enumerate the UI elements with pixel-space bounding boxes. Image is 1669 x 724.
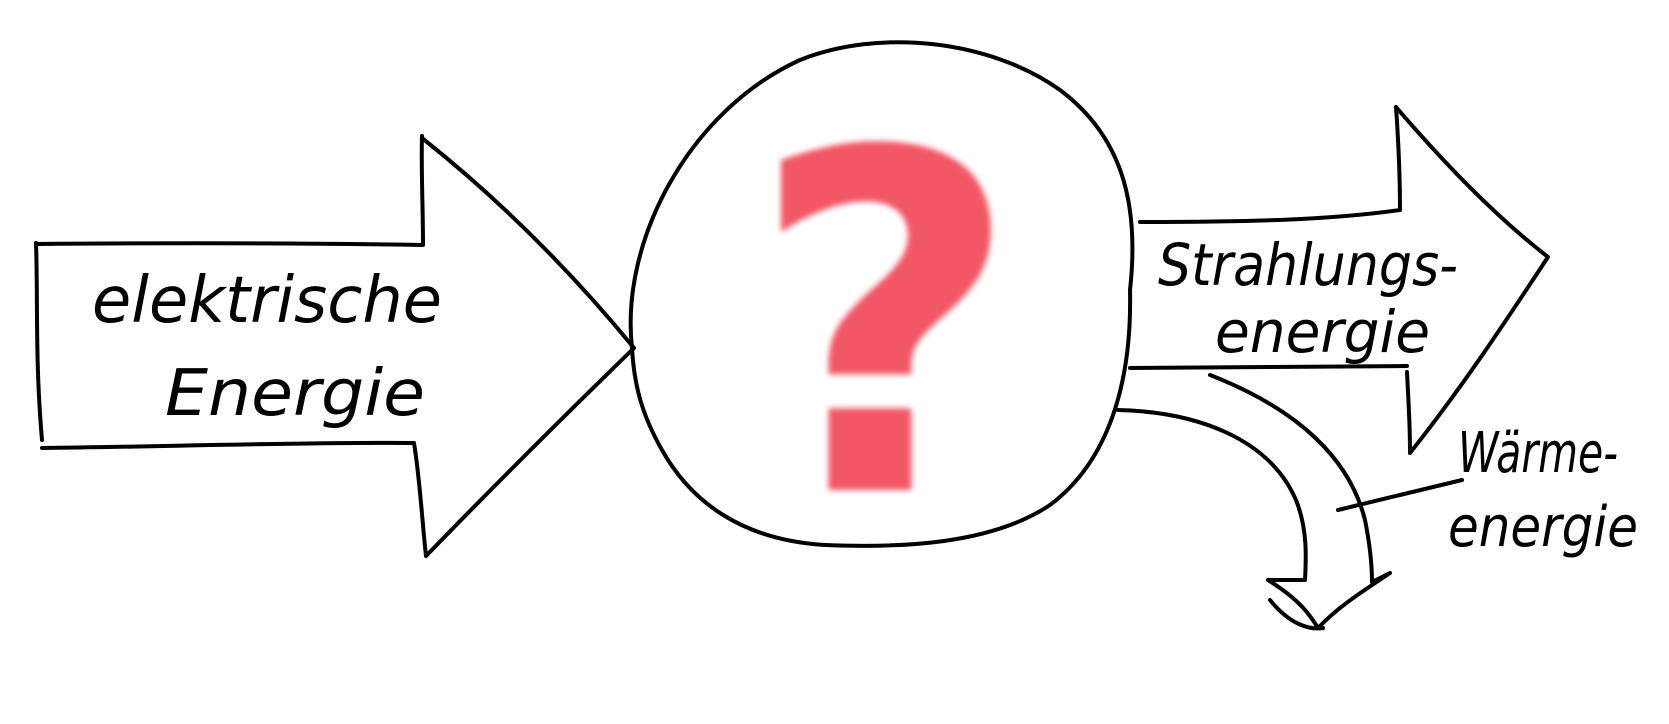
radiation-arrow: Strahlungs- energie (1128, 105, 1550, 455)
converter-circle: ? (628, 40, 1135, 601)
heat-arrow: Wärme- energie (1116, 373, 1638, 631)
circle-outline (628, 40, 1135, 548)
heat-label-line1: Wärme- (1458, 421, 1618, 486)
radiation-label-line2: energie (1215, 298, 1430, 366)
radiation-label-line1: Strahlungs- (1158, 231, 1458, 299)
input-label-line1: elektrische (92, 264, 442, 338)
input-arrow-outline (34, 134, 636, 558)
heat-label-leader (1336, 478, 1464, 512)
question-mark-icon: ? (749, 54, 1022, 601)
radiation-arrow-outline (1128, 105, 1550, 455)
heat-label-line2: energie (1448, 495, 1638, 560)
input-arrow: elektrische Energie (34, 134, 636, 558)
heat-arrow-outline (1116, 373, 1392, 631)
input-label-line2: Energie (165, 357, 425, 431)
